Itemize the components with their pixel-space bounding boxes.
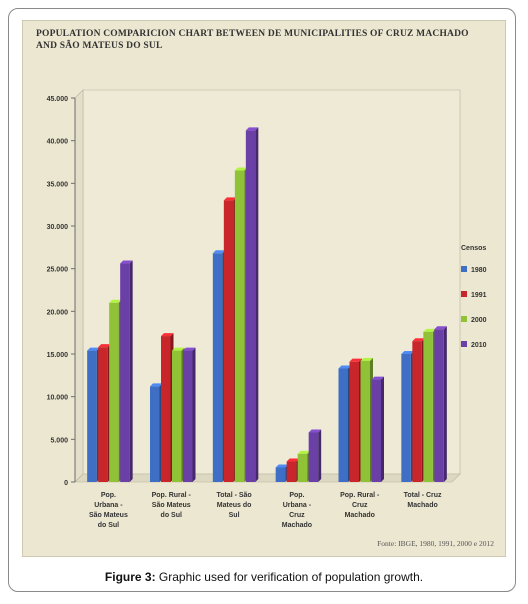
bar [98,347,108,482]
bar [245,130,256,482]
y-tick-label: 25.000 [47,267,69,274]
x-category-label: Pop. [101,492,116,499]
bar [150,386,160,482]
legend-label: 2000 [471,317,487,324]
bar [401,354,411,482]
bar [109,302,119,482]
bar-side [381,376,384,482]
x-category-label: Pop. Rural - [340,492,380,499]
bar-top [423,328,436,332]
x-category-label: São Mateus [89,512,128,519]
bar-side [255,127,259,482]
legend-swatch [461,316,467,322]
bar [275,467,286,482]
x-category-label: Pop. [289,492,304,499]
x-category-label: Machado [282,522,312,529]
figure-caption: Figure 3: Graphic used for verification … [0,570,528,584]
bar-top [223,197,237,201]
y-tick-label: 35.000 [47,181,69,188]
bar-top [212,250,226,254]
bar [120,263,130,482]
source-note: Fonte: IBGE, 1980, 1991, 2000 e 2012 [377,539,494,548]
bar-top [338,365,351,369]
legend-swatch [461,291,467,297]
legend-swatch [461,266,467,272]
bar [183,350,193,482]
bar-top [308,429,322,433]
bar [286,461,297,482]
y-tick-label: 15.000 [47,352,69,359]
bar-side [443,326,447,482]
bar [423,331,433,482]
bar-top [275,464,289,468]
x-category-label: Machado [407,502,437,509]
y-tick-label: 30.000 [47,224,69,231]
bar [87,350,97,482]
bar-top [150,383,163,387]
legend-title: Censos [461,245,486,252]
legend-label: 1991 [471,292,487,299]
bar [234,170,245,483]
caption-label: Figure 3: [104,570,156,584]
y-tick-label: 20.000 [47,309,69,316]
y-tick-label: 10.000 [47,395,69,402]
bar [172,350,182,482]
bar-top [360,357,373,361]
bar [371,379,381,482]
bar-side [192,347,196,482]
bar-top [183,347,196,351]
legend-swatch [461,341,467,347]
bar-side [318,429,322,482]
y-tick-label: 5.000 [50,437,68,444]
bar-top [401,351,414,354]
bar-top [412,338,425,342]
bar-top [297,450,311,454]
bar [161,336,171,482]
bar-top [172,347,185,351]
bar-side [129,260,133,482]
bar [349,361,359,482]
bar [412,341,422,482]
x-category-label: do Sul [161,512,182,519]
x-category-label: Pop. Rural - [152,492,192,499]
x-category-label: Sul [229,512,240,519]
bar-top [120,260,133,264]
x-category-label: Cruz [352,502,368,509]
bar [360,360,370,482]
bar [434,329,444,482]
bar [308,432,319,482]
bar-top [371,376,384,380]
x-category-label: São Mateus [152,502,191,509]
bar [297,453,308,482]
x-category-label: Cruz [289,512,305,519]
plot-side-wall [74,89,84,483]
bar-top [245,127,259,131]
bar [223,200,234,482]
x-category-label: Urbana - [283,502,312,509]
y-tick-label: 45.000 [47,96,69,103]
bar-top [161,333,174,337]
bar-top [87,347,100,351]
bar-top [434,326,447,330]
x-category-label: Mateus do [217,502,252,509]
y-tick-label: 0 [64,480,68,487]
y-tick-label: 40.000 [47,139,69,146]
x-category-label: Machado [345,512,375,519]
x-category-label: do Sul [98,522,119,529]
legend-label: 2010 [471,342,487,349]
caption-text: Graphic used for verification of populat… [155,570,424,584]
x-category-label: Urbana - [94,502,123,509]
x-category-label: Total - São [216,492,251,499]
bar-top [234,167,248,171]
bar-top [349,358,362,362]
legend-label: 1980 [471,267,487,274]
x-category-label: Total - Cruz [404,492,442,499]
bar-top [286,458,300,462]
bar [212,253,223,482]
chart-title: POPULATION COMPARICION CHART BETWEEN DE … [36,29,469,51]
bar-top [98,344,111,348]
bar-top [109,299,122,303]
bar [338,368,348,482]
